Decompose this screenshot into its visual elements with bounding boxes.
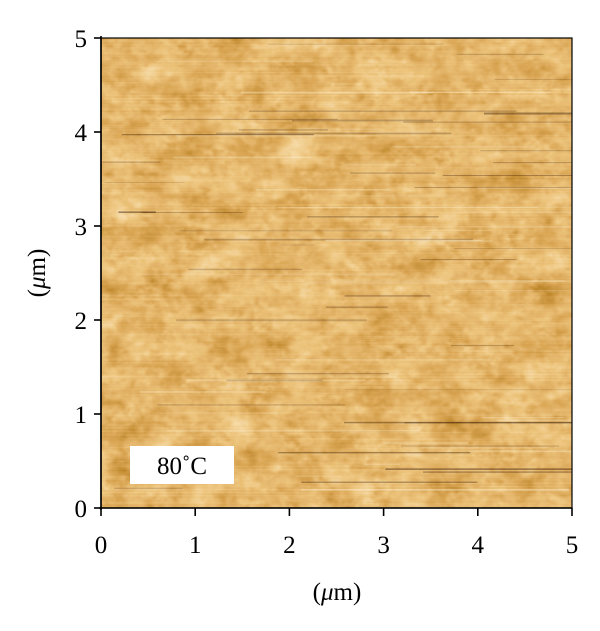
x-tick-label: 4 xyxy=(472,532,485,559)
y-tick-label: 2 xyxy=(75,308,88,335)
x-axis-ticks: 0 1 2 3 4 5 xyxy=(95,508,579,559)
x-tick-label: 3 xyxy=(377,532,390,559)
temperature-label: 80˚C xyxy=(157,453,207,480)
y-axis-label: (μm) xyxy=(24,249,51,298)
x-tick-label: 2 xyxy=(283,532,296,559)
x-tick-label: 0 xyxy=(95,532,108,559)
y-tick-label: 1 xyxy=(75,402,88,429)
y-tick-label: 4 xyxy=(75,120,88,147)
x-axis-label: (μm) xyxy=(313,579,362,606)
y-tick-label: 5 xyxy=(75,26,88,53)
scan-line-artifacts xyxy=(102,43,572,508)
temperature-label-box xyxy=(130,446,234,484)
x-tick-label: 1 xyxy=(189,532,202,559)
x-tick-label: 5 xyxy=(566,532,579,559)
afm-surface-image xyxy=(101,38,572,508)
y-tick-label: 3 xyxy=(75,214,88,241)
y-tick-label: 0 xyxy=(75,496,88,523)
y-axis-ticks: 0 1 2 3 4 5 xyxy=(75,26,101,523)
